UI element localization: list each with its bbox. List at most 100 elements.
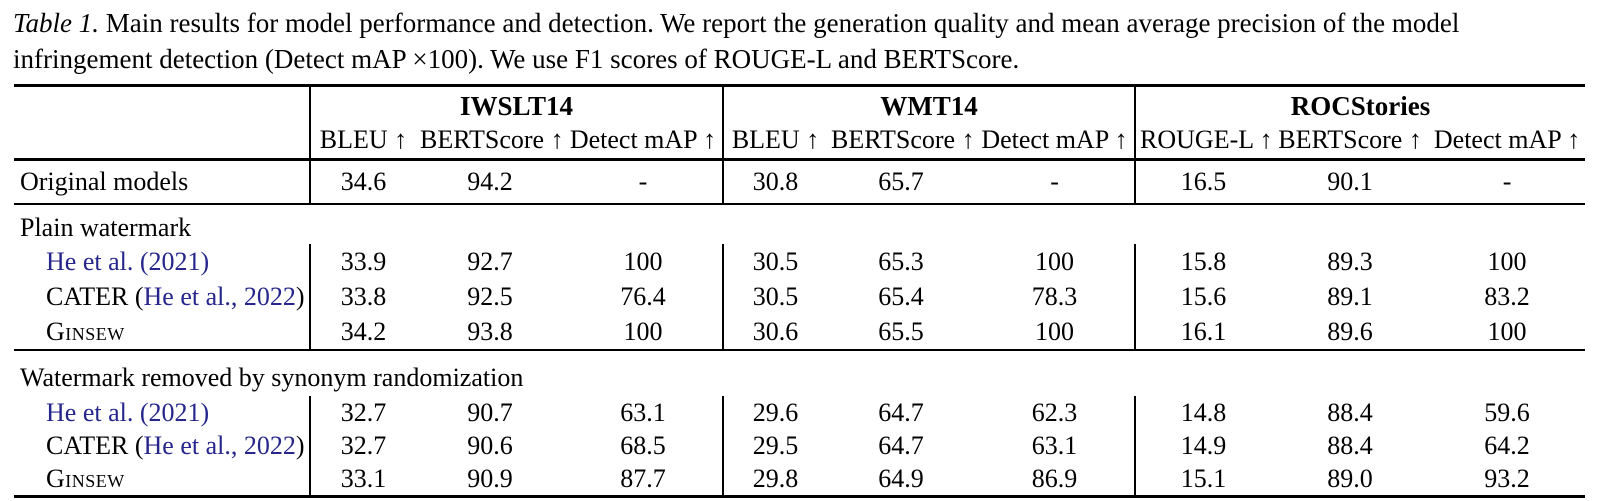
header-corner-cell-2 — [14, 122, 311, 161]
metric-value-cell: 16.1 — [1135, 314, 1272, 351]
metric-value-cell: 90.9 — [467, 463, 513, 493]
metric-value-cell: 30.8 — [723, 159, 828, 205]
table-row-original-models: Original models 34.6 94.2 - 30.8 65.7 - … — [14, 159, 1586, 205]
metric-value-cell: 14.9 — [1180, 430, 1227, 460]
metric-value-cell: 90.7 — [467, 397, 513, 427]
metric-value-cell: 63.1 — [564, 396, 725, 429]
metric-value-cell: 30.6 — [723, 314, 828, 351]
table-row-cater: CATER (He et al., 2022) 33.8 92.5 76.4 3… — [14, 279, 1585, 314]
citation-link-he2021[interactable]: He et al. (2021) — [46, 397, 210, 427]
metric-value-cell: 83.2 — [1484, 281, 1530, 311]
row-label: Ginsew — [14, 314, 311, 351]
metric-value-cell: 33.1 — [340, 463, 387, 493]
metric-value-cell: 34.2 — [310, 314, 416, 351]
metric-value-cell: 100 — [1429, 314, 1586, 351]
section-header-watermark-removed: Watermark removed by synonym randomizati… — [14, 350, 1585, 396]
metric-value-cell: 59.6 — [1484, 397, 1530, 427]
metric-value-cell: 87.7 — [564, 462, 725, 497]
header-corner-cell — [14, 85, 311, 122]
metric-value-cell: 63.1 — [975, 429, 1137, 462]
metric-value-cell: 100 — [1487, 246, 1527, 276]
row-label: He et al. (2021) — [14, 396, 311, 429]
metric-value-cell: 65.7 — [827, 159, 976, 205]
metric-value-cell: 100 — [975, 244, 1137, 279]
metric-value-cell: 15.8 — [1180, 246, 1227, 276]
ginsew-label: Ginsew — [46, 463, 125, 493]
metric-value-cell: 33.8 — [340, 281, 387, 311]
metric-value-cell: - — [564, 159, 725, 205]
dataset-group-header-row: IWSLT14 WMT14 ROCStories — [14, 85, 1585, 122]
metric-header: BLEU ↑ — [723, 122, 828, 161]
metric-value-cell: 65.4 — [878, 281, 924, 311]
metric-value-cell: 30.5 — [752, 246, 799, 276]
metric-value-cell: 68.5 — [564, 429, 725, 462]
metric-value-cell: 64.2 — [1484, 430, 1530, 460]
section-title: Plain watermark — [20, 212, 192, 242]
row-label-prefix: CATER ( — [46, 430, 144, 460]
metric-value-cell: 76.4 — [564, 279, 725, 314]
metric-header: ROUGE-L ↑ — [1135, 122, 1273, 161]
table-row-cater-removed: CATER (He et al., 2022) 32.7 90.6 68.5 2… — [14, 429, 1585, 462]
metric-value-cell: 65.3 — [878, 246, 924, 276]
citation-link-he2022[interactable]: He et al., 2022 — [143, 430, 296, 460]
metric-header: Detect mAP ↑ — [975, 122, 1137, 161]
metric-value-cell: 15.1 — [1180, 463, 1227, 493]
row-label: CATER (He et al., 2022) — [14, 279, 311, 314]
metric-header: BLEU ↑ — [310, 122, 416, 161]
row-label: CATER (He et al., 2022) — [14, 429, 311, 462]
metric-value-cell: 32.7 — [340, 397, 387, 427]
metric-header: Detect mAP ↑ — [564, 122, 725, 161]
metric-value-cell: 89.6 — [1271, 314, 1430, 351]
metric-value-cell: 100 — [975, 314, 1137, 351]
metric-header: Detect mAP ↑ — [1429, 122, 1586, 161]
metric-value-cell: 90.1 — [1271, 159, 1430, 205]
metric-value-cell: 65.5 — [827, 314, 976, 351]
metric-value-cell: 88.4 — [1327, 397, 1373, 427]
metric-header: BERTScore ↑ — [1271, 122, 1430, 161]
metric-value-cell: 32.7 — [340, 430, 387, 460]
table-row-ginsew-removed: Ginsew 33.1 90.9 87.7 29.8 64.9 86.9 15.… — [14, 462, 1585, 497]
metric-value-cell: 89.1 — [1327, 281, 1373, 311]
metric-value-cell: 86.9 — [975, 462, 1137, 497]
table-row-he2021: He et al. (2021) 33.9 92.7 100 30.5 65.3… — [14, 244, 1585, 279]
metric-value-cell: 92.5 — [467, 281, 513, 311]
metric-value-cell: 29.5 — [752, 430, 799, 460]
metric-value-cell: 89.3 — [1327, 246, 1373, 276]
metric-header: BERTScore ↑ — [827, 122, 976, 161]
metric-value-cell: - — [975, 159, 1137, 205]
section-header-plain-watermark: Plain watermark — [14, 204, 1585, 244]
metric-value-cell: - — [1429, 159, 1586, 205]
table-caption-label: Table 1. — [13, 8, 100, 38]
results-table: IWSLT14 WMT14 ROCStories BLEU ↑ BERTScor… — [14, 84, 1586, 498]
section-title: Watermark removed by synonym randomizati… — [20, 362, 524, 392]
metric-value-cell: 89.0 — [1327, 463, 1373, 493]
metric-value-cell: 34.6 — [310, 159, 416, 205]
table-row-he2021-removed: He et al. (2021) 32.7 90.7 63.1 29.6 64.… — [14, 396, 1585, 429]
metric-value-cell: 94.2 — [416, 159, 564, 205]
dataset-group-header-wmt14: WMT14 — [723, 85, 1137, 122]
metric-value-cell: 64.9 — [878, 463, 924, 493]
dataset-group-header-rocstories: ROCStories — [1290, 91, 1431, 121]
metric-value-cell: 64.7 — [878, 430, 924, 460]
citation-link-he2022[interactable]: He et al., 2022 — [143, 281, 296, 311]
metric-value-cell: 92.7 — [467, 246, 513, 276]
table-caption-line1: Main results for model performance and d… — [105, 8, 1460, 38]
metric-value-cell: 93.8 — [416, 314, 564, 351]
metric-value-cell: 16.5 — [1135, 159, 1272, 205]
metric-value-cell: 100 — [564, 244, 725, 279]
ginsew-label: Ginsew — [46, 316, 125, 346]
metric-value-cell: 33.9 — [340, 246, 387, 276]
row-label-prefix: CATER ( — [46, 281, 144, 311]
metric-header: BERTScore ↑ — [416, 122, 564, 161]
metric-value-cell: 100 — [564, 314, 725, 351]
metric-value-cell: 30.5 — [752, 281, 799, 311]
table-caption-line2: infringement detection (Detect mAP ×100)… — [13, 44, 1020, 74]
row-label: Original models — [14, 159, 311, 205]
metric-value-cell: 15.6 — [1180, 281, 1227, 311]
row-label: He et al. (2021) — [14, 244, 311, 279]
citation-link-he2021[interactable]: He et al. (2021) — [46, 246, 210, 276]
metric-value-cell: 29.8 — [752, 463, 799, 493]
metric-value-cell: 64.7 — [878, 397, 924, 427]
metric-value-cell: 93.2 — [1484, 463, 1530, 493]
row-label-suffix: ) — [295, 281, 305, 311]
